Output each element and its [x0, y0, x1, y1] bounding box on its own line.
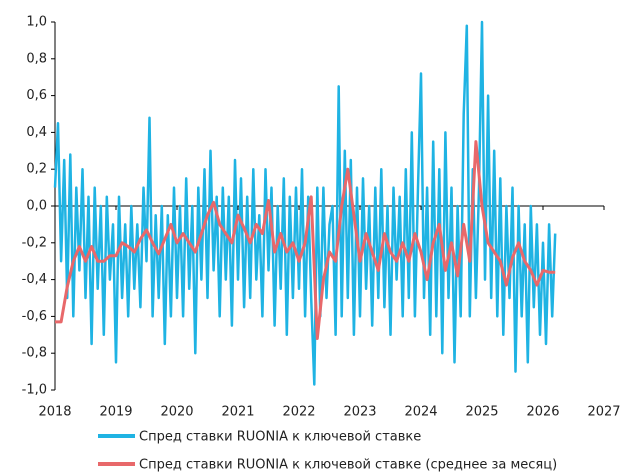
x-tick-label: 2026 — [526, 405, 559, 420]
y-tick-label: 0,6 — [26, 88, 47, 103]
y-tick-label: 0,2 — [26, 162, 47, 177]
x-tick-label: 2023 — [343, 405, 376, 420]
y-tick-label: -0,8 — [22, 346, 47, 361]
x-tick-label: 2019 — [99, 405, 132, 420]
y-tick-label: -0,2 — [22, 235, 47, 250]
series-line — [55, 140, 556, 340]
x-tick-label: 2025 — [465, 405, 498, 420]
x-tick-label: 2027 — [587, 405, 620, 420]
legend-label: Спред ставки RUONIA к ключевой ставке — [139, 430, 421, 445]
x-tick-label: 2021 — [221, 405, 254, 420]
y-tick-label: 0,0 — [26, 199, 47, 214]
y-tick-label: -1,0 — [22, 383, 47, 398]
series-line — [53, 20, 557, 386]
y-tick-label: -0,4 — [22, 272, 47, 287]
y-tick-label: 0,8 — [26, 51, 47, 66]
y-tick-label: 1,0 — [26, 15, 47, 30]
x-tick-label: 2024 — [404, 405, 437, 420]
x-tick-label: 2022 — [282, 405, 315, 420]
y-tick-label: -0,6 — [22, 309, 47, 324]
x-tick-label: 2020 — [160, 405, 193, 420]
y-tick-label: 0,4 — [26, 125, 47, 140]
x-tick-label: 2018 — [38, 405, 71, 420]
legend-label: Спред ставки RUONIA к ключевой ставке (с… — [139, 458, 557, 473]
